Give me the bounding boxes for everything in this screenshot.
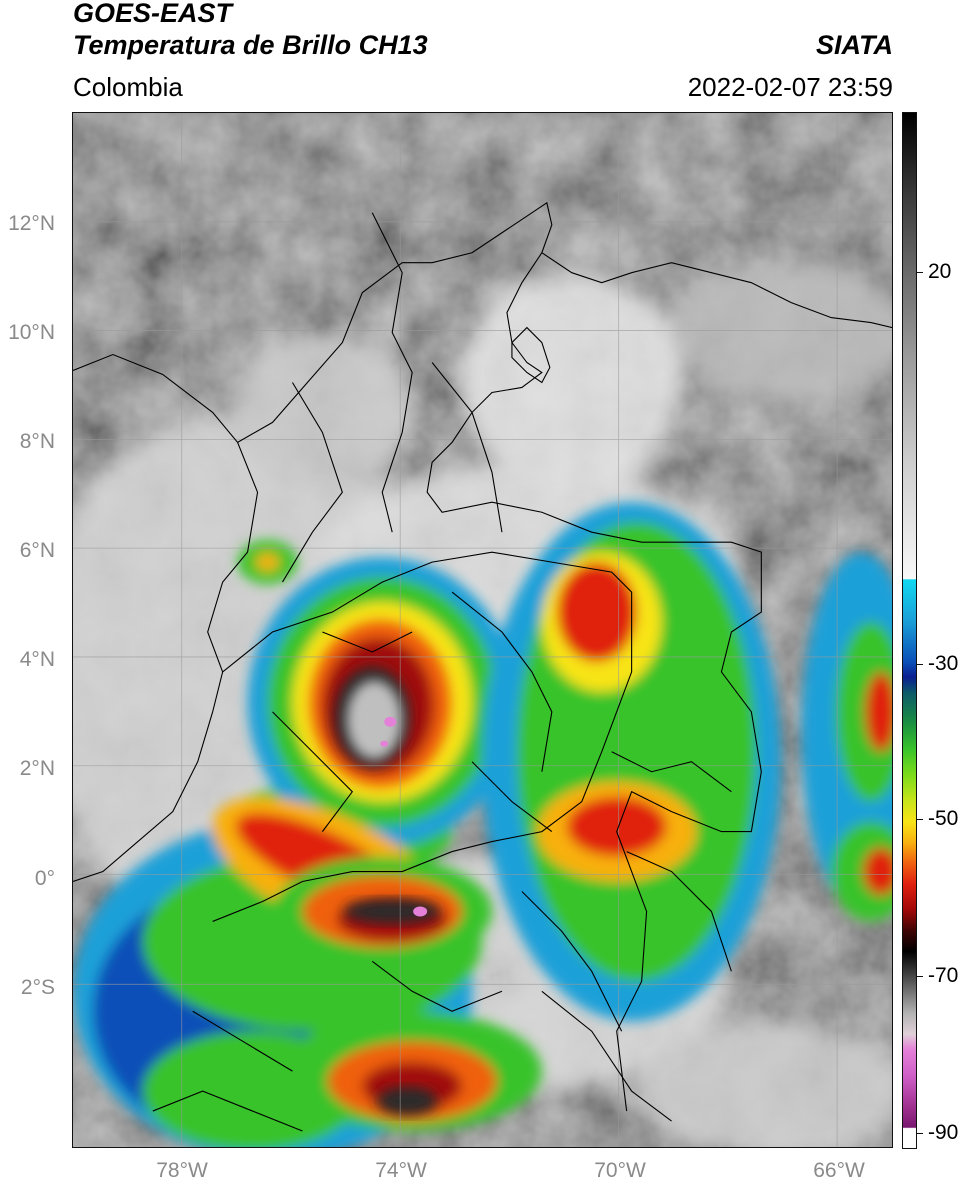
lat-tick-label: 10°N [8,321,55,344]
colorbar-tick [917,819,923,820]
lat-tick-label: 12°N [8,212,55,235]
lon-tick-label: 70°W [594,1159,646,1182]
borders [73,201,892,1132]
temperature-colorbar [902,112,917,1149]
lat-tick-label: 8°N [19,430,55,453]
lat-tick-label: 4°N [19,648,55,671]
lat-tick-label: 2°N [19,757,55,780]
colorbar-label: -30 [928,652,959,675]
lat-tick-label: 0° [34,867,55,890]
colorbar-tick [917,664,923,665]
map-canvas [73,113,892,1147]
colorbar-label: -90 [928,1121,959,1144]
colorbar-label: -50 [928,807,959,830]
coldest-cloud-tops [334,666,441,1116]
colorbar-label: -70 [928,964,959,987]
lon-tick-label: 78°W [156,1159,208,1182]
colorbar-tick [917,272,923,273]
satellite-map [72,112,893,1148]
lat-tick-label: 2°S [20,976,55,999]
colorbar-tick [917,1133,923,1134]
product-title: Temperatura de Brillo CH13 [73,30,428,60]
satellite-title: GOES-EAST [73,0,233,28]
colorbar-label: 20 [928,260,952,283]
colorbar-tick [917,976,923,977]
timestamp: 2022-02-07 23:59 [687,72,893,102]
agency-label: SIATA [816,30,893,60]
lat-tick-label: 6°N [19,539,55,562]
region-label: Colombia [73,72,183,102]
lon-tick-label: 66°W [813,1159,865,1182]
lon-tick-label: 74°W [375,1159,427,1182]
